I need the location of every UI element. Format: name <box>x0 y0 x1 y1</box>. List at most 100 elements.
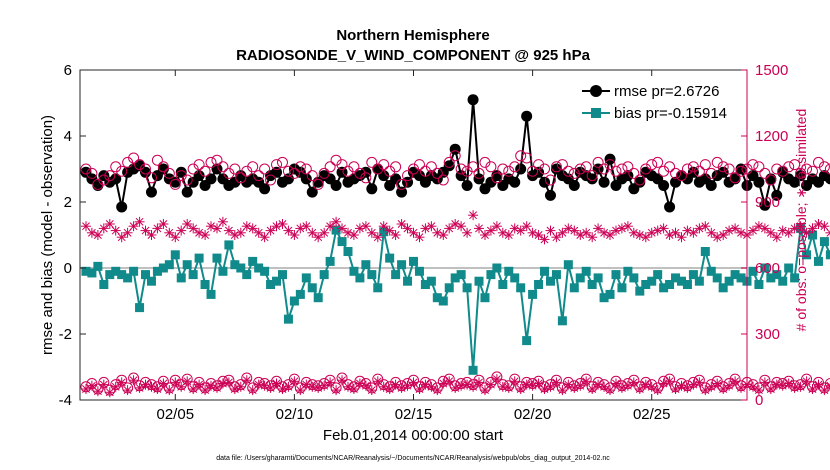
rmse-point <box>539 176 551 188</box>
asterisk-stroke <box>93 387 102 396</box>
obs-assimilated-point <box>759 377 770 388</box>
obs-assimilated-point <box>468 381 479 392</box>
asterisk-stroke <box>385 385 394 393</box>
asterisk-stroke <box>105 220 114 228</box>
obs-assimilated-point <box>783 378 794 389</box>
obs-assimilated-point <box>98 379 109 390</box>
obs-assimilated-point <box>515 225 526 236</box>
bias-point <box>474 276 484 286</box>
asterisk-stroke <box>719 231 728 239</box>
asterisk-stroke <box>201 386 210 395</box>
rmse-point <box>282 173 294 185</box>
obs-possible-point <box>98 174 110 186</box>
asterisk-stroke <box>284 226 293 235</box>
obs-possible-point <box>622 161 634 173</box>
bias-point <box>361 260 371 270</box>
asterisk-stroke <box>135 383 144 392</box>
obs-assimilated-point <box>456 221 467 232</box>
bias-point <box>671 273 681 283</box>
bias-point <box>599 293 609 303</box>
obs-possible-point <box>223 167 235 179</box>
bias-point <box>129 266 139 276</box>
bias-point <box>135 303 145 313</box>
obs-assimilated-point <box>480 385 490 396</box>
asterisk-stroke <box>397 220 406 228</box>
obs-assimilated-point <box>116 377 127 388</box>
rmse-point <box>461 180 473 191</box>
asterisk-stroke <box>641 380 650 389</box>
asterisk-stroke <box>504 383 513 392</box>
obs-possible-point <box>586 170 598 182</box>
asterisk-stroke <box>582 377 591 386</box>
obs-assimilated-point <box>271 378 282 389</box>
asterisk-stroke <box>385 226 394 235</box>
obs-possible-point <box>443 156 455 168</box>
asterisk-stroke <box>260 233 269 242</box>
obs-possible-point <box>282 165 294 177</box>
bias-point <box>611 270 621 280</box>
obs-assimilated-point <box>426 221 437 232</box>
obs-possible-point <box>634 174 646 186</box>
obs-possible-point <box>110 161 122 173</box>
asterisk-stroke <box>683 226 692 235</box>
obs-assimilated-point <box>658 223 669 234</box>
bias-point <box>468 365 478 375</box>
obs-assimilated-point <box>611 378 621 389</box>
obs-assimilated-point <box>402 223 413 234</box>
bias-point <box>373 283 383 293</box>
obs-possible-point <box>479 156 491 168</box>
asterisk-stroke <box>415 385 424 393</box>
bias-point <box>641 280 651 289</box>
obs-possible-point <box>640 163 652 175</box>
bias-point <box>170 250 180 260</box>
obs-possible-point <box>294 161 306 173</box>
y-tick-label: 4 <box>64 128 72 145</box>
obs-possible-point <box>544 174 556 186</box>
bias-point <box>736 273 746 283</box>
asterisk-stroke <box>326 222 335 231</box>
obs-possible-point <box>396 178 408 190</box>
x-axis-label: Feb.01,2014 00:00:00 start <box>323 427 504 444</box>
bias-point <box>224 240 234 250</box>
bias-point <box>784 263 794 273</box>
obs-assimilated-point <box>134 382 145 393</box>
asterisk-stroke <box>802 228 811 237</box>
bias-point <box>272 276 282 286</box>
asterisk-stroke <box>213 383 221 392</box>
asterisk-stroke <box>302 222 311 231</box>
bias-point <box>557 316 567 326</box>
asterisk-stroke <box>760 224 769 233</box>
asterisk-stroke <box>427 382 436 391</box>
obs-possible-point <box>413 159 425 171</box>
asterisk-stroke <box>165 228 174 237</box>
asterisk-stroke <box>391 231 400 239</box>
obs-possible-point <box>193 159 205 171</box>
obs-assimilated-point <box>283 225 294 236</box>
obs-assimilated-point <box>706 381 717 392</box>
asterisk-stroke <box>731 377 740 386</box>
asterisk-stroke <box>635 231 644 239</box>
obs-assimilated-point <box>700 221 711 232</box>
obs-possible-point <box>276 156 288 168</box>
obs-assimilated-point <box>235 381 246 392</box>
asterisk-stroke <box>87 381 96 390</box>
obs-assimilated-point <box>265 225 276 236</box>
rmse-point <box>396 186 408 198</box>
bias-point <box>379 227 389 237</box>
obs-possible-point <box>515 150 527 162</box>
obs-possible-point <box>151 154 163 166</box>
obs-possible-point <box>360 172 372 184</box>
obs-assimilated-point <box>140 225 151 236</box>
obs-assimilated-point <box>825 227 830 238</box>
rmse-point <box>145 186 157 198</box>
asterisk-stroke <box>814 220 823 228</box>
obs-assimilated-point <box>468 210 479 221</box>
obs-assimilated-point <box>241 375 252 386</box>
obs-possible-point <box>318 167 330 179</box>
bias-point <box>313 293 323 303</box>
obs-possible-point <box>163 167 175 179</box>
asterisk-stroke <box>123 386 132 395</box>
obs-assimilated-point <box>277 219 288 229</box>
obs-assimilated-point <box>146 230 157 240</box>
